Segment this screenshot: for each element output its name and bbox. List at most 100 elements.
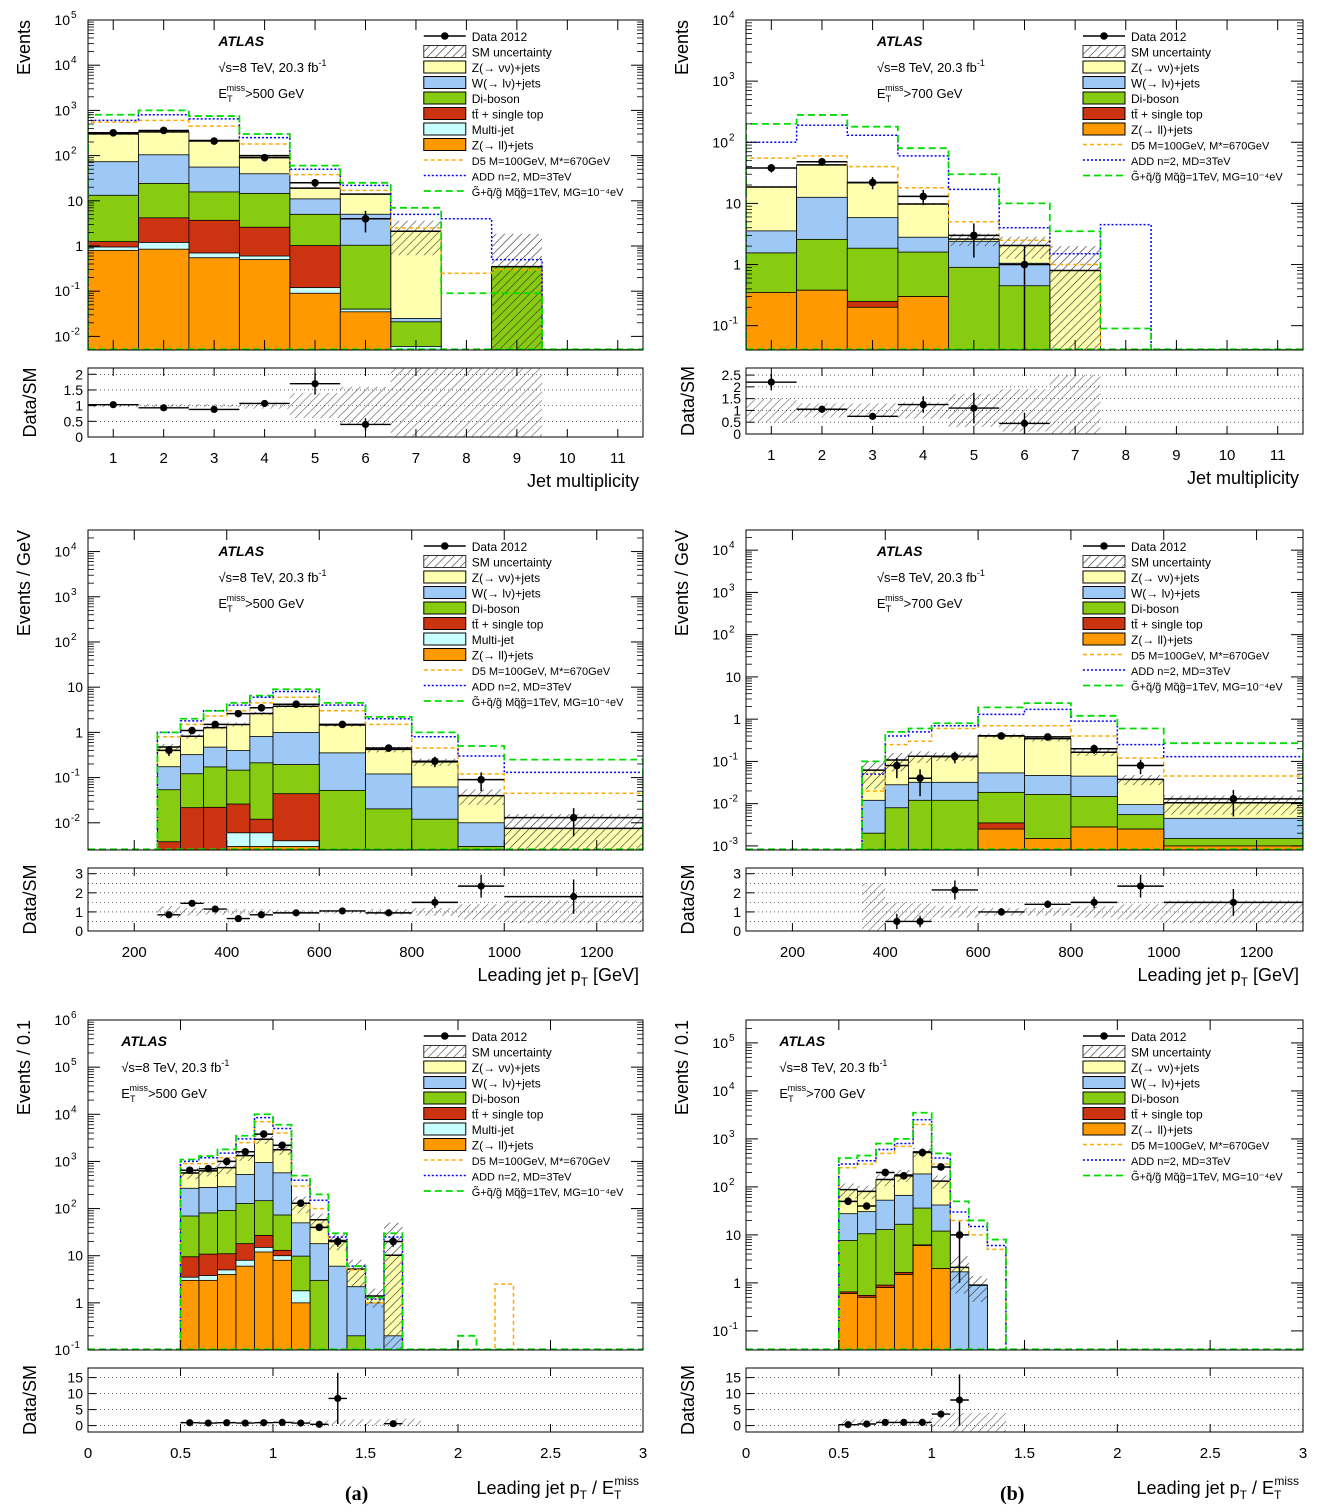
legend-tt-swatch xyxy=(1082,107,1126,120)
y-tick-exponent: 4 xyxy=(729,10,735,21)
signal-add xyxy=(838,1119,1007,1350)
y-tick-label: 10 xyxy=(54,770,70,786)
ratio-point xyxy=(1090,898,1098,906)
bar-db xyxy=(861,832,886,850)
x-tick-label: 400 xyxy=(214,944,239,961)
legend-tt-swatch xyxy=(423,107,467,120)
data-point xyxy=(296,1199,305,1207)
panel-label-b: (b) xyxy=(1000,1483,1025,1505)
y-tick-label: 10 xyxy=(67,1248,83,1264)
y-tick-label: 10 xyxy=(54,1059,70,1075)
legend-db-label: Di-boson xyxy=(472,602,520,616)
bar-db xyxy=(156,789,181,850)
ratio-y-tick-label: 2 xyxy=(75,885,83,901)
legend-db-swatch xyxy=(423,1091,467,1105)
ratio-point xyxy=(315,1420,323,1428)
ratio-point xyxy=(1136,882,1145,890)
y-tick-label: 1 xyxy=(75,238,83,254)
y-tick-label: 10 xyxy=(54,1342,70,1358)
ratio-point xyxy=(211,905,219,913)
y-tick-label: 10 xyxy=(712,838,728,854)
legend-zll-swatch xyxy=(423,1138,467,1151)
legend-mj-label: Multi-jet xyxy=(472,1123,515,1137)
signal-d5 xyxy=(88,119,643,350)
legend-wlv-label: W(→ lν)+jets xyxy=(472,1077,541,1091)
y-tick-label: 10 xyxy=(54,634,70,650)
x-tick-label: 0 xyxy=(84,1445,92,1462)
panel-label-a: (a) xyxy=(345,1483,369,1505)
cut-label: ETmiss>500 GeV xyxy=(218,83,304,104)
ratio-y-tick-label: 0 xyxy=(733,1418,741,1434)
ratio-y-tick-label: 0.5 xyxy=(722,414,742,430)
ratio-band xyxy=(411,908,458,916)
legend-zll-label: Z(→ ll)+jets xyxy=(472,1139,534,1153)
legend-tt-swatch xyxy=(1082,617,1126,630)
y-tick-label: 10 xyxy=(712,796,728,812)
bar-zll xyxy=(291,1302,311,1350)
ratio-y-tick-label: 1.5 xyxy=(722,391,742,407)
x-tick-label: 4 xyxy=(919,447,927,464)
ratio-band xyxy=(390,368,442,437)
y-tick-label: 1 xyxy=(75,724,83,740)
uncertainty-band xyxy=(875,1174,895,1187)
bar-zll xyxy=(272,1259,292,1350)
ratio-point xyxy=(1044,900,1052,908)
y-tick-exponent: 3 xyxy=(71,1151,77,1162)
y-tick-exponent: 6 xyxy=(71,1010,77,1021)
data-point xyxy=(868,178,877,187)
legend-znn-label: Z(→ νν)+jets xyxy=(472,1061,540,1075)
legend-tt-swatch xyxy=(423,1107,467,1120)
bar-zll xyxy=(198,1279,218,1350)
y-tick-label: 10 xyxy=(54,328,70,344)
data-point xyxy=(338,720,347,729)
legend-add-label: ADD n=2, MD=3TeV xyxy=(1131,666,1231,678)
y-tick-exponent: 5 xyxy=(729,1033,735,1044)
ratio-point xyxy=(916,917,924,926)
legend-unc-label: SM uncertainty xyxy=(472,1046,552,1060)
ratio-point xyxy=(951,886,959,894)
y-tick-exponent: 2 xyxy=(729,625,735,636)
y-tick-label: 10 xyxy=(725,669,741,685)
ratio-plot-area xyxy=(746,873,1303,931)
legend-unc-swatch xyxy=(1082,45,1126,58)
bar-zll xyxy=(977,828,1025,850)
x-tick-label: 1 xyxy=(767,447,775,464)
ratio-point xyxy=(570,893,578,901)
legend-tt-swatch xyxy=(1082,1107,1126,1120)
ratio-point xyxy=(292,909,300,917)
ratio-band xyxy=(1049,375,1101,434)
y-tick-exponent: 3 xyxy=(729,71,735,82)
legend-zll-swatch xyxy=(1082,1122,1126,1136)
legend-unc-swatch xyxy=(423,1045,467,1058)
legend-gr-label: G̃+q̃/g̃ Mq̃g̃=1TeV, MG=10⁻⁴eV xyxy=(1131,681,1283,694)
legend-tt-swatch xyxy=(423,617,467,630)
signal-gr xyxy=(156,688,643,850)
ratio-point xyxy=(900,1418,908,1426)
data-point xyxy=(1136,761,1145,770)
legend-mj-swatch xyxy=(423,1122,467,1136)
data-point xyxy=(919,192,928,201)
ratio-y-tick-label: 10 xyxy=(725,1386,741,1402)
ratio-y-tick-label: 5 xyxy=(75,1402,83,1418)
ratio-y-axis-label: Data/SM xyxy=(20,1365,40,1435)
experiment-label: ATLAS xyxy=(217,33,264,49)
legend-add-label: ADD n=2, MD=3TeV xyxy=(472,172,572,184)
data-point xyxy=(970,231,978,240)
legend-tt-label: tt̄ + single top xyxy=(1131,108,1203,122)
ratio-point xyxy=(338,907,346,915)
data-point xyxy=(222,1157,231,1166)
x-tick-label: 2 xyxy=(454,1445,462,1462)
y-tick-exponent: 2 xyxy=(71,146,77,157)
legend-data-marker xyxy=(440,542,449,550)
legend-znn-label: Z(→ νν)+jets xyxy=(472,61,540,75)
legend-zll-swatch xyxy=(423,138,467,151)
y-tick-label: 10 xyxy=(712,1323,728,1339)
y-tick-exponent: 4 xyxy=(71,542,77,553)
x-tick-label: 1 xyxy=(927,1445,935,1462)
legend-data-label: Data 2012 xyxy=(472,540,528,554)
y-tick-label: 10 xyxy=(712,753,728,769)
x-tick-label: 8 xyxy=(462,450,470,467)
